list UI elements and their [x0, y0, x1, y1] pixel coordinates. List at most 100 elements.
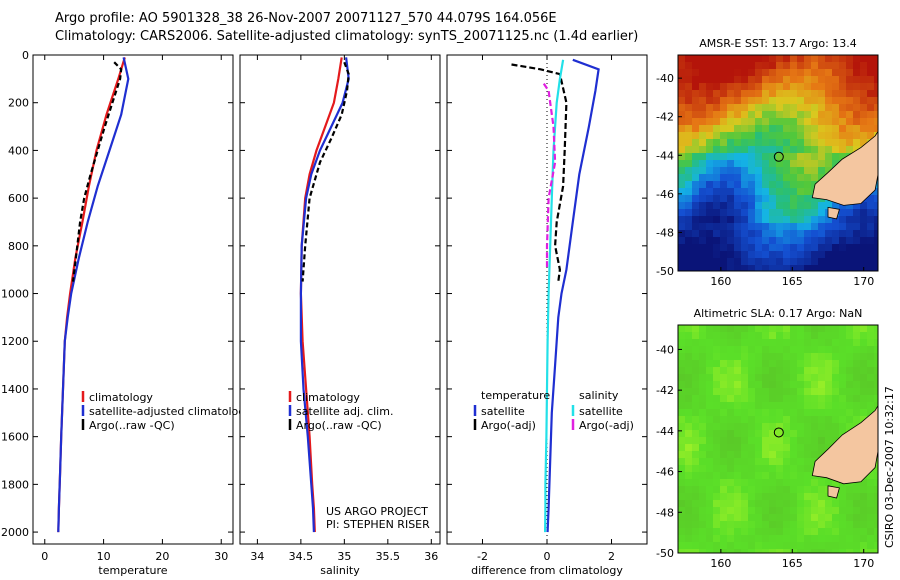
map-cell — [867, 223, 874, 230]
map-cell — [755, 430, 762, 437]
map-cell — [874, 549, 878, 553]
map-cell — [713, 374, 720, 381]
y-tick-label: 0 — [22, 49, 29, 62]
map-cell — [804, 209, 811, 216]
map-cell — [804, 479, 811, 486]
map-cell — [734, 542, 741, 549]
map-x-tick-label: 170 — [853, 275, 874, 288]
map-cell — [678, 139, 685, 146]
map-cell — [832, 216, 839, 223]
map-cell — [762, 104, 769, 111]
map-cell — [748, 409, 755, 416]
map-cell — [692, 402, 699, 409]
map-cell — [678, 104, 685, 111]
map-cell — [776, 146, 783, 153]
map-cell — [804, 216, 811, 223]
map-cell — [706, 381, 713, 388]
map-cell — [797, 139, 804, 146]
map-cell — [853, 402, 860, 409]
map-cell — [825, 395, 832, 402]
map-cell — [839, 402, 846, 409]
map-cell — [762, 346, 769, 353]
map-cell — [755, 325, 762, 332]
series-line-argo-adj--temperature — [511, 63, 568, 282]
map-cell — [727, 104, 734, 111]
map-cell — [776, 132, 783, 139]
map-y-tick-label: -50 — [656, 547, 674, 560]
map-cell — [741, 339, 748, 346]
x-axis-label: salinity — [320, 564, 360, 577]
map-cell — [804, 167, 811, 174]
map-cell — [825, 528, 832, 535]
map-cell — [748, 132, 755, 139]
map-cell — [762, 458, 769, 465]
map-cell — [804, 83, 811, 90]
map-cell — [748, 160, 755, 167]
map-cell — [741, 111, 748, 118]
map-cell — [846, 244, 853, 251]
map-cell — [748, 500, 755, 507]
map-cell — [755, 465, 762, 472]
map-cell — [825, 83, 832, 90]
map-cell — [706, 479, 713, 486]
map-cell — [825, 381, 832, 388]
map-cell — [699, 325, 706, 332]
map-cell — [797, 451, 804, 458]
map-cell — [692, 521, 699, 528]
map-cell — [727, 514, 734, 521]
map-cell — [762, 409, 769, 416]
map-cell — [860, 209, 867, 216]
map-cell — [720, 416, 727, 423]
map-cell — [783, 360, 790, 367]
map-cell — [741, 195, 748, 202]
map-cell — [853, 535, 860, 542]
map-cell — [825, 500, 832, 507]
map-cell — [741, 69, 748, 76]
map-cell — [811, 174, 818, 181]
map-cell — [734, 472, 741, 479]
map-cell — [699, 360, 706, 367]
map-cell — [783, 216, 790, 223]
map-cell — [776, 160, 783, 167]
map-cell — [853, 139, 860, 146]
map-cell — [825, 444, 832, 451]
map-cell — [874, 339, 878, 346]
map-cell — [762, 188, 769, 195]
map-cell — [720, 402, 727, 409]
map-cell — [713, 409, 720, 416]
map-cell — [846, 111, 853, 118]
map-cell — [776, 437, 783, 444]
map-cell — [727, 444, 734, 451]
map-cell — [776, 360, 783, 367]
map-cell — [685, 458, 692, 465]
map-cell — [783, 535, 790, 542]
map-cell — [867, 62, 874, 69]
x-tick-label: 34 — [250, 550, 264, 563]
map-cell — [776, 416, 783, 423]
map-cell — [832, 160, 839, 167]
map-cell — [678, 195, 685, 202]
map-cell — [776, 97, 783, 104]
map-y-tick-label: -50 — [656, 265, 674, 278]
map-cell — [685, 388, 692, 395]
map-cell — [832, 251, 839, 258]
map-cell — [846, 237, 853, 244]
map-cell — [755, 409, 762, 416]
map-cell — [804, 139, 811, 146]
map-cell — [762, 514, 769, 521]
map-cell — [825, 251, 832, 258]
map-cell — [741, 90, 748, 97]
map-cell — [783, 549, 790, 553]
map-cell — [804, 237, 811, 244]
map-cell — [762, 381, 769, 388]
map-cell — [783, 160, 790, 167]
map-cell — [804, 367, 811, 374]
map-cell — [860, 55, 867, 62]
map-cell — [741, 160, 748, 167]
map-cell — [727, 258, 734, 265]
map-cell — [734, 479, 741, 486]
map-cell — [825, 542, 832, 549]
map-cell — [860, 325, 867, 332]
map-cell — [727, 118, 734, 125]
map-cell — [720, 430, 727, 437]
